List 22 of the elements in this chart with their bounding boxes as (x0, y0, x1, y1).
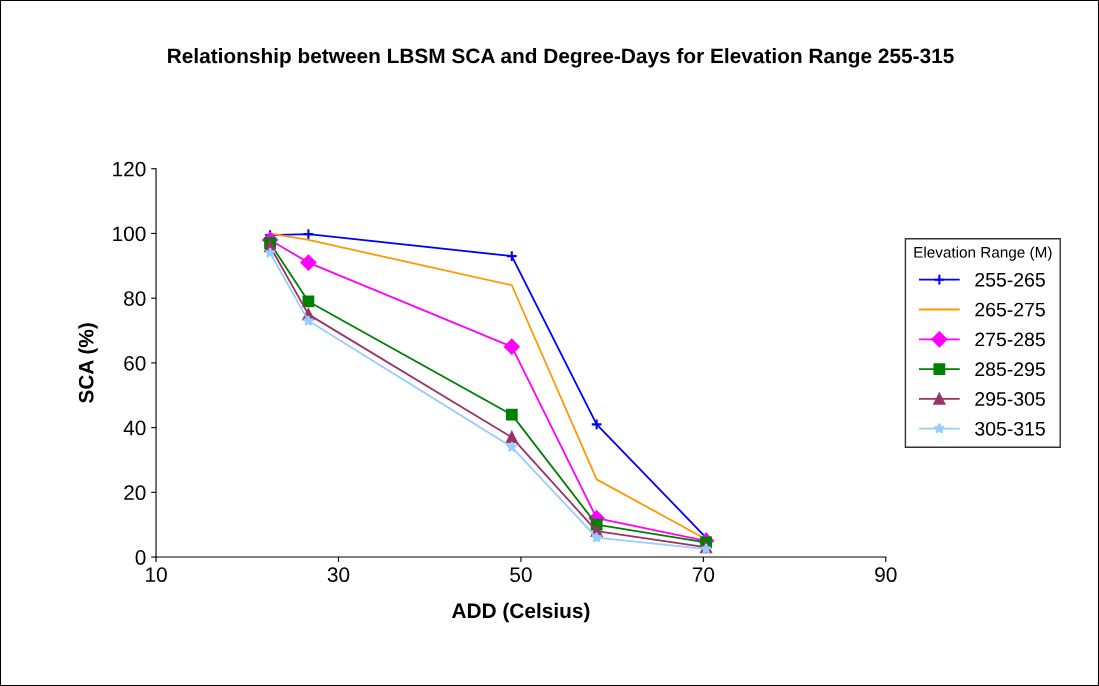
x-tick-label: 90 (875, 567, 897, 583)
x-tick-label: 70 (692, 567, 715, 583)
y-tick-label: 20 (124, 485, 146, 501)
legend-label: 275-285 (975, 332, 1045, 347)
y-tick-label: 120 (113, 161, 146, 177)
x-tick-label: 30 (327, 567, 350, 583)
legend-label: 265-275 (975, 302, 1045, 317)
x-tick-label: 10 (146, 567, 167, 583)
y-tick-label: 0 (135, 550, 146, 565)
y-axis-title: SCA (%) (78, 323, 98, 403)
legend-label: 285-295 (975, 362, 1045, 377)
legend-title: Elevation Range (M) (914, 246, 1052, 261)
y-tick-label: 100 (113, 226, 146, 242)
legend-label: 255-265 (975, 272, 1045, 287)
legend-label: 305-315 (975, 421, 1045, 436)
y-tick-label: 40 (123, 420, 146, 436)
x-tick-label: 50 (510, 567, 532, 583)
legend-label: 295-305 (975, 392, 1045, 406)
chart-title: Relationship between LBSM SCA and Degree-Days for Elevation Range 255-315 (168, 48, 954, 68)
x-axis-title: ADD (Celsius) (451, 602, 590, 623)
y-tick-label: 60 (124, 355, 146, 371)
y-tick-label: 80 (124, 291, 146, 306)
